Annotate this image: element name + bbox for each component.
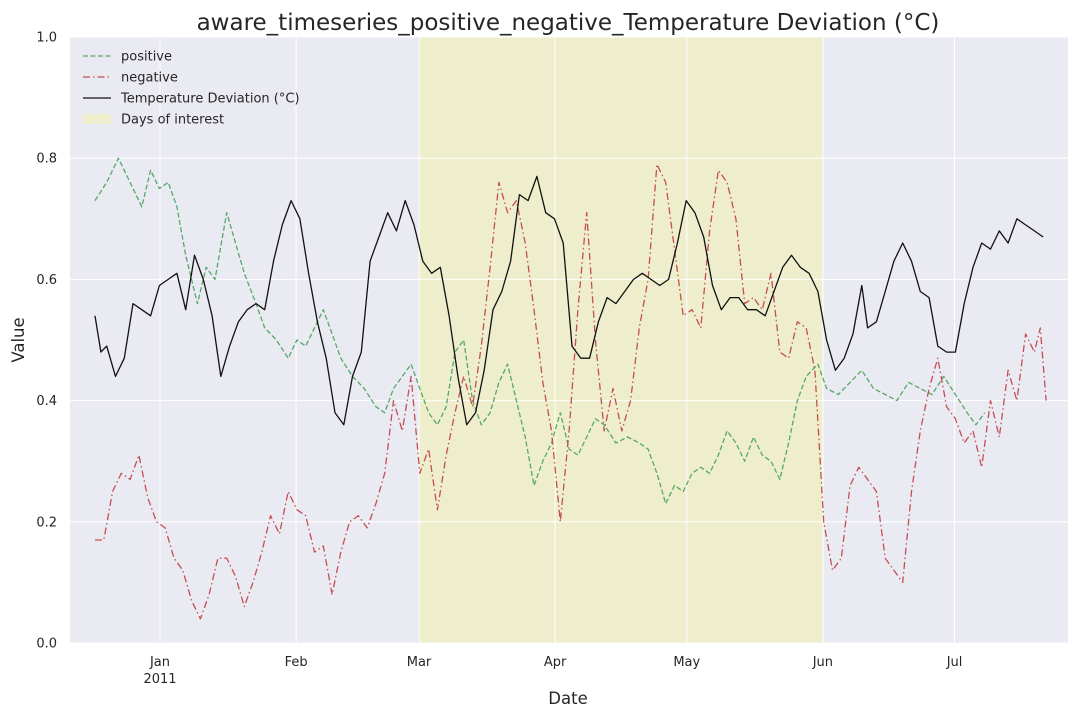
x-tick-label: Feb [285,655,308,670]
x-axis-label: Date [548,689,587,708]
x-tick-label: Mar [407,655,432,670]
series-layer [94,157,1047,620]
grid-layer [70,36,1068,644]
x-tick-label: Apr [544,655,567,670]
x-tick-sublabel: 2011 [143,672,176,687]
x-tick-label: Jul [946,655,963,670]
x-tick-label: May [673,655,700,670]
y-tick-label: 1.0 [36,31,57,46]
legend-label: positive [121,50,172,65]
legend-label: Days of interest [121,113,224,128]
y-tick-label: 0.6 [36,273,57,288]
shaded-region-days-of-interest [419,37,823,643]
series-line-temperature-deviation-c [94,175,1044,426]
chart-title: aware_timeseries_positive_negative_Tempe… [197,10,940,36]
y-tick-label: 0.8 [36,152,57,167]
y-tick-label: 0.2 [36,515,57,530]
legend-label: negative [121,71,178,86]
x-tick-label: Jan [149,655,170,670]
x-tick-label: Jun [812,655,833,670]
legend-label: Temperature Deviation (°C) [120,92,300,107]
y-axis-label: Value [9,317,28,362]
legend: positive negative Temperature Deviation (°… [83,50,300,128]
legend-swatch [83,114,111,124]
y-tick-label: 0.4 [36,394,57,409]
series-line-negative [95,163,1047,620]
series-line-positive [94,157,986,505]
y-tick-label: 0.0 [36,637,57,652]
tick-label-layer: 0.0 0.2 0.4 0.6 0.8 1.0 Jan 2011 Feb Mar Apr May Jun… [36,31,962,688]
shaded-region-layer [419,37,823,643]
